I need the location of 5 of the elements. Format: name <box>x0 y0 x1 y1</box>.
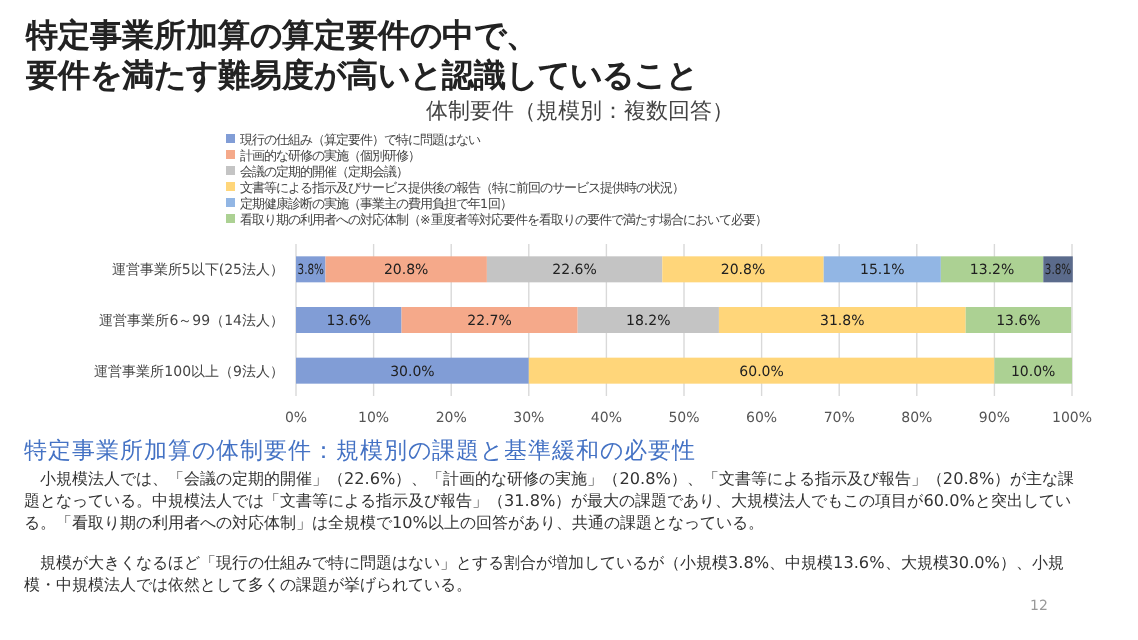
title: 特定事業所加算の算定要件の中で、要件を満たす難易度が高いと認識していること <box>26 16 698 96</box>
annotation: 特定事業所加算の体制要件：規模別の課題と基準緩和の必要性 <box>24 436 696 466</box>
chart-subtitle: 体制要件（規模別：複数回答） <box>426 98 734 124</box>
annotation: 規模が大きくなるほど「現行の仕組みで特に問題はない」とする割合が増加しているが（小規模3.8%、中規模13.6%、大規模30.0%）、小規模・中規模法人では依然として多くの課題が挙げられている。 <box>24 552 1066 596</box>
annotation: 小規模法人では、「会議の定期的開催」（22.6%）、「計画的な研修の実施」（20.8%）、「文書等による指示及び報告」（20.8%）が主な課題となっている。中規模法人では「文書等による指示及び報告」（31.8%）が最大の課題であり、大規模法人でもこの項目が60.0%と突出している。「看取り期の利用者への対応体制」は全規模で10%以上の回答があり、共通の課題となっている。 <box>24 468 1077 534</box>
